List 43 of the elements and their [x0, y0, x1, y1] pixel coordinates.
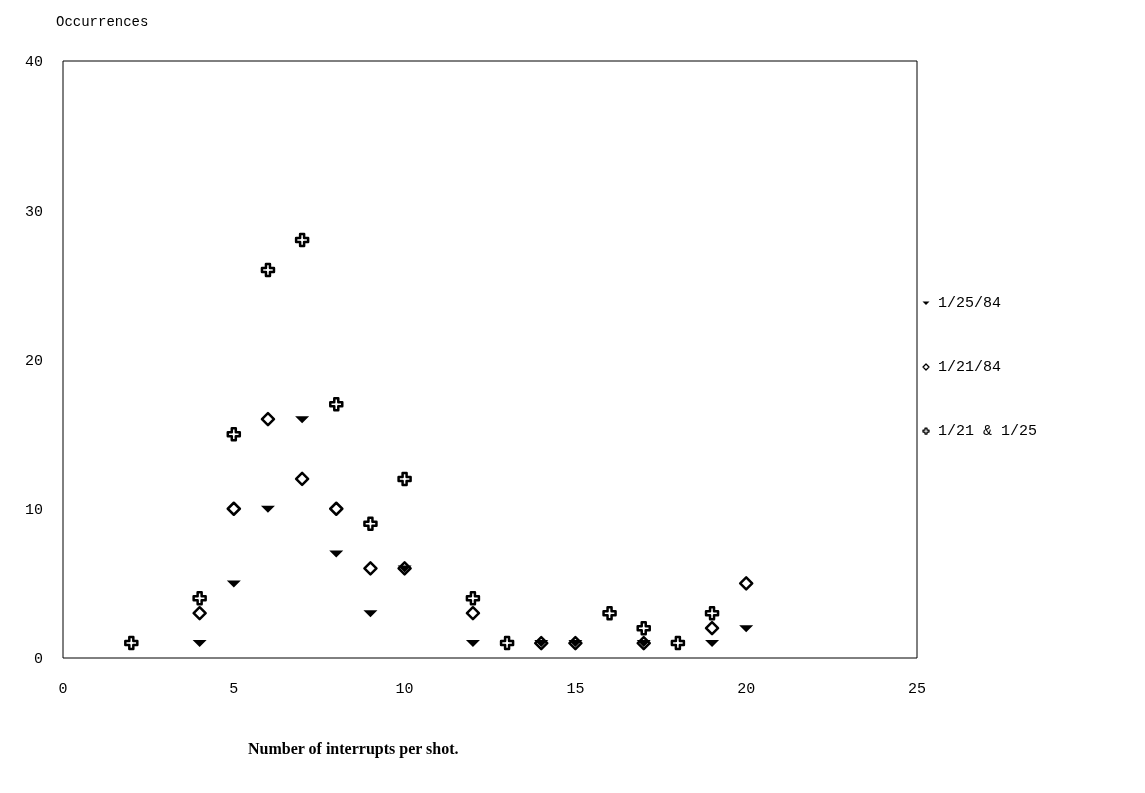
x-tick-label: 0	[58, 680, 68, 698]
legend-label: 1/21 & 1/25	[938, 423, 1038, 440]
point	[499, 635, 515, 651]
legend-label: 1/21/84	[938, 359, 1002, 376]
y-tick-label: 10	[24, 502, 43, 520]
y-tick-label: 20	[24, 352, 43, 370]
point	[363, 516, 378, 531]
x-tick-label: 5	[229, 680, 239, 698]
x-tick-label: 10	[395, 680, 414, 698]
point	[670, 635, 686, 651]
point	[124, 635, 139, 651]
point	[226, 501, 242, 516]
x-tick-label: 20	[737, 680, 756, 698]
point	[397, 471, 412, 487]
point	[704, 605, 720, 621]
point	[533, 635, 549, 651]
point	[260, 262, 276, 278]
point	[704, 620, 720, 636]
point	[192, 591, 207, 606]
point	[738, 576, 754, 591]
y-tick-label: 40	[24, 54, 43, 72]
x-tick-label: 15	[566, 680, 585, 698]
x-axis-title: Number of interrupts per shot.	[248, 740, 459, 758]
point	[192, 605, 207, 621]
legend-label: 1/25/84	[938, 295, 1002, 312]
point	[465, 591, 481, 606]
point	[329, 501, 344, 516]
point	[260, 411, 276, 427]
y-tick-label: 0	[33, 651, 43, 669]
point	[465, 605, 481, 621]
point	[568, 635, 583, 651]
point	[397, 561, 412, 576]
point	[329, 397, 344, 412]
point	[636, 620, 651, 636]
y-axis-title: Occurrences	[56, 14, 149, 30]
point	[636, 635, 651, 651]
point	[294, 471, 310, 487]
point	[294, 232, 310, 248]
y-tick-label: 30	[24, 203, 43, 221]
point	[226, 426, 242, 442]
point	[363, 561, 378, 576]
x-tick-label: 25	[907, 680, 927, 698]
point	[602, 605, 617, 621]
